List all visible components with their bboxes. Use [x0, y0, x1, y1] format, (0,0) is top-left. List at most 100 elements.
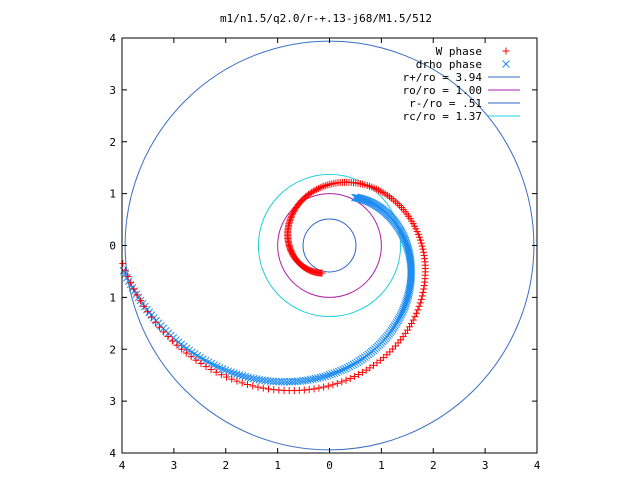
y-tick-label: 1: [109, 188, 116, 201]
y-tick-label: 2: [109, 343, 116, 356]
y-tick-label: 0: [109, 240, 116, 253]
data-point: [420, 248, 428, 256]
data-point: [207, 366, 215, 374]
data-point: [386, 348, 394, 356]
data-point: [419, 288, 427, 296]
circle-3: [257, 173, 402, 318]
data-point: [418, 292, 426, 300]
data-point: [290, 206, 298, 214]
data-point: [358, 368, 366, 376]
data-point: [144, 308, 152, 316]
data-point: [407, 319, 415, 327]
data-point: [418, 242, 426, 250]
y-tick-label: 1: [109, 291, 116, 304]
x-tick-label: 3: [171, 459, 178, 472]
data-point: [404, 246, 413, 255]
data-point: [119, 260, 127, 268]
data-point: [400, 235, 409, 244]
data-point: [164, 333, 172, 341]
data-point: [202, 363, 210, 371]
data-point: [227, 368, 235, 377]
data-point: [347, 361, 356, 370]
data-point: [221, 366, 230, 374]
data-point: [314, 374, 322, 382]
series-w-phase: [119, 178, 429, 395]
x-tick-label: 4: [119, 459, 126, 472]
data-point: [417, 239, 425, 247]
data-point: [311, 186, 319, 194]
data-point: [330, 369, 339, 378]
data-point: [241, 372, 250, 381]
x-tick-label: 3: [482, 459, 489, 472]
x-tick-label: 2: [430, 459, 437, 472]
data-point: [414, 306, 422, 314]
data-point: [286, 215, 294, 223]
data-point: [321, 372, 329, 381]
data-point: [254, 383, 262, 391]
data-point: [130, 285, 138, 293]
data-point: [232, 370, 241, 379]
data-point: [332, 368, 341, 377]
data-point: [249, 382, 257, 390]
data-point: [197, 360, 205, 368]
data-point: [238, 379, 246, 387]
data-point: [192, 356, 200, 364]
data-point: [353, 358, 362, 366]
data-point: [288, 212, 296, 220]
data-point: [259, 384, 267, 392]
data-point: [389, 345, 397, 353]
data-point: [224, 367, 233, 376]
data-point: [124, 273, 132, 281]
legend-marker-series-0: [502, 47, 510, 55]
circle-2: [302, 218, 357, 273]
legend-label-circle-0: r+/ro = 3.94: [403, 71, 483, 84]
chart-title: m1/n1.5/q2.0/r-+.13-j68/M1.5/512: [220, 12, 432, 25]
data-point: [147, 313, 155, 321]
legend-label-circle-2: r-/ro = .51: [409, 97, 482, 110]
data-point: [140, 302, 148, 310]
y-tick-label: 3: [109, 84, 116, 97]
data-point: [310, 385, 318, 393]
data-point: [315, 384, 323, 392]
data-point: [287, 214, 295, 222]
data-point: [414, 230, 422, 238]
y-tick-label: 4: [109, 447, 116, 460]
data-point: [289, 209, 297, 217]
data-point: [217, 371, 225, 379]
data-point: [354, 371, 362, 379]
data-point: [178, 345, 186, 353]
data-point: [244, 373, 252, 382]
data-point: [401, 236, 410, 245]
data-point: [230, 369, 238, 378]
y-tick-label: 2: [109, 136, 116, 149]
data-point: [290, 208, 298, 216]
data-point: [402, 239, 411, 248]
data-point: [339, 365, 348, 374]
data-point: [404, 245, 412, 253]
data-point: [366, 364, 374, 372]
data-point: [187, 353, 195, 361]
data-point: [243, 380, 251, 388]
data-point: [316, 373, 325, 382]
data-point: [222, 373, 230, 381]
data-point: [288, 211, 296, 219]
data-point: [345, 362, 354, 371]
data-point: [403, 243, 412, 252]
data-point: [346, 374, 354, 382]
data-point: [168, 337, 176, 345]
y-tick-label: 4: [109, 32, 116, 45]
data-point: [270, 386, 278, 394]
data-point: [419, 245, 427, 253]
data-point: [402, 238, 410, 247]
data-point: [415, 302, 423, 310]
data-point: [247, 374, 255, 382]
data-point: [328, 370, 336, 378]
data-point: [151, 318, 159, 326]
data-point: [333, 379, 341, 387]
data-point: [329, 381, 337, 389]
legend-label-circle-1: ro/ro = 1.00: [403, 84, 482, 97]
data-point: [283, 377, 291, 386]
data-point: [399, 233, 408, 241]
